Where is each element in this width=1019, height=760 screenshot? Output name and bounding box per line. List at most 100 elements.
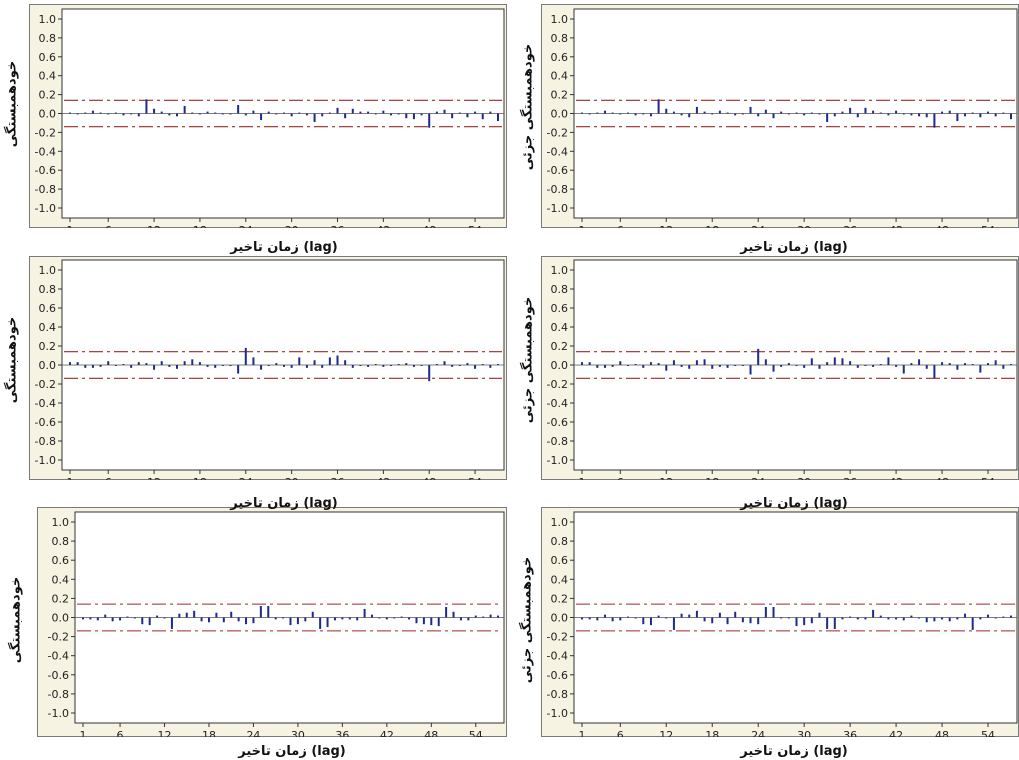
x-tick-label: 54 xyxy=(981,476,995,480)
y-tick-label: 1.0 xyxy=(39,264,57,277)
y-tick-label: -0.4 xyxy=(35,145,56,158)
y-tick-label: -0.2 xyxy=(547,631,568,644)
y-tick-label: 0.2 xyxy=(39,89,57,102)
x-tick-label: 12 xyxy=(147,476,161,480)
y-tick-label: -1.0 xyxy=(35,454,56,467)
y-tick-label: 0.2 xyxy=(551,592,569,605)
y-tick-label: 0.8 xyxy=(551,32,569,45)
y-tick-label: -0.2 xyxy=(35,378,56,391)
acf-chart-2: 1.0 0.8 0.6 0.4 0.2 0.0 -0.2 -0.4 -0.6 -0.8 -1.0 1 6… xyxy=(29,256,507,489)
y-tick-label: -0.6 xyxy=(35,164,56,177)
x-tick-label: 18 xyxy=(202,729,216,737)
x-tick-label: 1 xyxy=(67,476,74,480)
x-tick-label: 18 xyxy=(705,476,719,480)
x-tick-label: 48 xyxy=(422,476,436,480)
y-tick-label: 0.8 xyxy=(39,283,57,296)
y-tick-label: -0.2 xyxy=(547,378,568,391)
x-tick-label: 24 xyxy=(751,476,765,480)
y-tick-label: -0.2 xyxy=(48,631,69,644)
y-tick-label: 0.0 xyxy=(39,359,57,372)
x-tick-label: 1 xyxy=(579,224,586,228)
y-tick-label: -0.2 xyxy=(547,126,568,139)
x-tick-label: 42 xyxy=(889,476,903,480)
y-tick-label: 0.2 xyxy=(551,89,569,102)
x-tick-label: 12 xyxy=(659,224,673,228)
y-axis-title: خودهمبستگی جزئی xyxy=(520,296,536,424)
x-tick-label: 54 xyxy=(469,729,483,737)
x-tick-label: 30 xyxy=(285,476,299,480)
y-tick-label: -0.6 xyxy=(48,669,69,682)
y-tick-label: 0.6 xyxy=(551,51,569,64)
chart-svg: 1.0 0.8 0.6 0.4 0.2 0.0 -0.2 -0.4 -0.6 -0.8 -1.0 1 6… xyxy=(541,4,1019,237)
x-tick-label: 12 xyxy=(659,476,673,480)
y-tick-label: 1.0 xyxy=(551,264,569,277)
x-tick-label: 48 xyxy=(424,729,438,737)
y-tick-label: 0.8 xyxy=(39,32,57,45)
y-tick-label: 1.0 xyxy=(551,13,569,26)
x-tick-label: 24 xyxy=(239,224,253,228)
pacf-chart-2: 1.0 0.8 0.6 0.4 0.2 0.0 -0.2 -0.4 -0.6 -0.8 -1.0 1 6… xyxy=(541,256,1019,489)
x-tick-label: 54 xyxy=(468,224,482,228)
x-axis-title: زمان تاخیر (lag) xyxy=(740,496,848,511)
y-tick-label: -0.4 xyxy=(35,397,56,410)
x-axis-title: زمان تاخیر (lag) xyxy=(238,744,346,759)
x-tick-label: 24 xyxy=(751,729,765,737)
y-axis-title: خودهمبستگی xyxy=(4,60,20,148)
x-tick-label: 18 xyxy=(193,476,207,480)
x-tick-label: 1 xyxy=(80,729,87,737)
x-tick-label: 12 xyxy=(158,729,172,737)
y-tick-label: 0.4 xyxy=(551,70,569,83)
x-tick-label: 48 xyxy=(422,224,436,228)
x-tick-label: 48 xyxy=(935,729,949,737)
acf-chart-3: 1.0 0.8 0.6 0.4 0.2 0.0 -0.2 -0.4 -0.6 -0.8 -1.0 1 6… xyxy=(37,507,507,742)
y-tick-label: -1.0 xyxy=(48,707,69,720)
x-tick-label: 1 xyxy=(579,476,586,480)
x-tick-label: 30 xyxy=(291,729,305,737)
x-tick-label: 6 xyxy=(105,224,112,228)
y-tick-label: 0.2 xyxy=(551,340,569,353)
x-tick-label: 1 xyxy=(67,224,74,228)
y-tick-label: 0.0 xyxy=(551,612,569,625)
x-tick-label: 36 xyxy=(843,476,857,480)
x-tick-label: 48 xyxy=(935,476,949,480)
y-tick-label: 0.8 xyxy=(551,283,569,296)
y-tick-label: 0.0 xyxy=(551,359,569,372)
y-tick-label: 0.4 xyxy=(39,321,57,334)
y-tick-label: 0.4 xyxy=(39,70,57,83)
x-tick-label: 30 xyxy=(797,224,811,228)
acf-chart-1: 1.0 0.8 0.6 0.4 0.2 0.0 -0.2 -0.4 -0.6 -0.8 -1.0 1 6… xyxy=(29,4,507,237)
y-tick-label: -0.4 xyxy=(547,145,568,158)
x-tick-label: 12 xyxy=(147,224,161,228)
y-tick-label: 0.4 xyxy=(551,573,569,586)
x-tick-label: 18 xyxy=(705,224,719,228)
y-tick-label: 0.6 xyxy=(551,554,569,567)
x-tick-label: 36 xyxy=(843,729,857,737)
x-axis-title: زمان تاخیر (lag) xyxy=(230,240,338,255)
x-tick-label: 54 xyxy=(468,476,482,480)
y-tick-label: 1.0 xyxy=(52,516,70,529)
y-tick-label: -0.2 xyxy=(35,126,56,139)
pacf-chart-1: 1.0 0.8 0.6 0.4 0.2 0.0 -0.2 -0.4 -0.6 -0.8 -1.0 1 6… xyxy=(541,4,1019,237)
chart-svg: 1.0 0.8 0.6 0.4 0.2 0.0 -0.2 -0.4 -0.6 -0.8 -1.0 1 6… xyxy=(29,4,507,237)
x-tick-label: 36 xyxy=(335,729,349,737)
y-tick-label: 0.4 xyxy=(551,321,569,334)
y-tick-label: -0.8 xyxy=(35,183,56,196)
pacf-chart-3: 1.0 0.8 0.6 0.4 0.2 0.0 -0.2 -0.4 -0.6 -0.8 -1.0 1 6… xyxy=(541,507,1019,742)
x-tick-label: 24 xyxy=(239,476,253,480)
y-tick-label: 0.0 xyxy=(39,108,57,121)
y-tick-label: -0.8 xyxy=(547,183,568,196)
y-tick-label: -0.6 xyxy=(547,164,568,177)
x-tick-label: 54 xyxy=(981,729,995,737)
x-tick-label: 42 xyxy=(376,476,390,480)
x-tick-label: 24 xyxy=(246,729,260,737)
y-axis-title: خودهمبستگی xyxy=(8,576,24,664)
x-tick-label: 18 xyxy=(193,224,207,228)
y-tick-label: -0.8 xyxy=(35,435,56,448)
y-tick-label: 0.0 xyxy=(551,108,569,121)
x-tick-label: 6 xyxy=(105,476,112,480)
x-tick-label: 6 xyxy=(117,729,124,737)
y-tick-label: -0.6 xyxy=(547,669,568,682)
y-tick-label: 0.2 xyxy=(52,592,70,605)
x-axis-title: زمان تاخیر (lag) xyxy=(230,496,338,511)
x-tick-label: 6 xyxy=(617,729,624,737)
